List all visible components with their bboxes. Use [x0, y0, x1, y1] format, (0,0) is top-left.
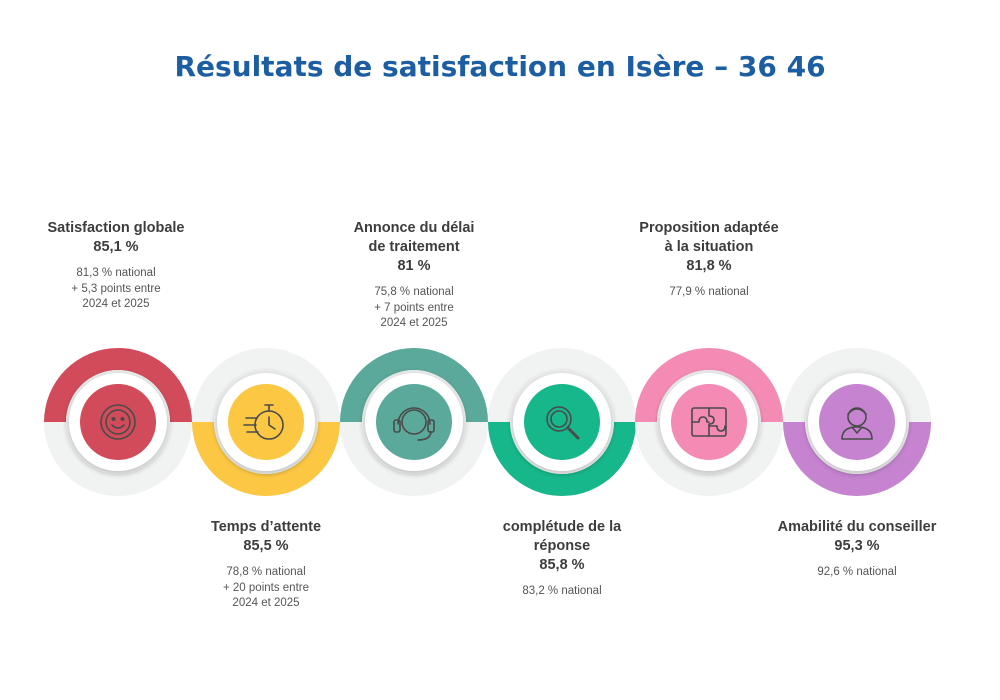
ring-half-headset — [340, 348, 488, 422]
headset-icon — [393, 407, 435, 441]
national-line: 2024 et 2025 — [380, 317, 448, 329]
metric-label: Proposition adaptée à la situation — [619, 219, 799, 257]
node-smiley — [66, 370, 170, 474]
metric-block-stopwatch: Temps d’attente 85,5 % 78,8 % national + 20… — [176, 518, 356, 612]
metric-block-puzzle: Proposition adaptée à la situation 81,8 % 7… — [619, 219, 799, 301]
metric-label: complétude de la réponse — [472, 518, 652, 556]
magnifier-icon — [546, 406, 580, 440]
national-line: + 20 points entre — [223, 581, 309, 594]
metric-block-headset: Annonce du délai de traitement 81 % 75,8 % … — [324, 219, 504, 332]
metric-label-line: Satisfaction globale — [47, 220, 185, 236]
national-line: + 5,3 points entre — [71, 282, 161, 295]
node-center — [228, 384, 304, 460]
national-line: 81,3 % national — [76, 267, 156, 279]
page-title: Résultats de satisfaction en Isère – 36 … — [174, 50, 826, 83]
ring-half-smiley — [44, 348, 192, 422]
ring-half-advisor — [783, 422, 931, 496]
metric-value: 85,8 % — [539, 557, 585, 573]
national-comparison: 81,3 % national + 5,3 points entre 2024 et… — [26, 266, 206, 313]
node-center — [819, 384, 895, 460]
national-line: 2024 et 2025 — [232, 597, 300, 609]
metric-label-line: Proposition adaptée — [639, 220, 779, 236]
national-line: 78,8 % national — [226, 566, 306, 578]
national-comparison: 77,9 % national — [619, 285, 799, 301]
node-center — [376, 384, 452, 460]
puzzle-icon — [691, 407, 727, 437]
metric-label-line: de traitement — [368, 239, 460, 255]
national-comparison: 92,6 % national — [767, 565, 947, 581]
metric-block-advisor: Amabilité du conseiller 95,3 % 92,6 % nati… — [767, 518, 947, 581]
stopwatch-icon — [243, 404, 284, 440]
metric-label-line: à la situation — [664, 239, 754, 255]
metric-label: Satisfaction globale — [26, 219, 206, 238]
metric-label-line: complétude de la — [502, 519, 622, 535]
national-comparison: 78,8 % national + 20 points entre 2024 et … — [176, 565, 356, 612]
ring-half-puzzle — [635, 348, 783, 422]
metric-label: Amabilité du conseiller — [767, 518, 947, 537]
metric-label-line: Amabilité du conseiller — [777, 519, 937, 535]
national-comparison: 83,2 % national — [472, 584, 652, 600]
metric-value: 81 % — [397, 258, 431, 274]
metric-block-smiley: Satisfaction globale 85,1 % 81,3 % nationa… — [26, 219, 206, 313]
metric-label-line: Annonce du délai — [353, 220, 475, 236]
node-center — [80, 384, 156, 460]
national-line: 75,8 % national — [374, 286, 454, 298]
metric-block-magnifier: complétude de la réponse 85,8 % 83,2 % nati… — [472, 518, 652, 600]
metric-value: 95,3 % — [834, 538, 880, 554]
metric-label-line: réponse — [533, 538, 591, 554]
node-magnifier — [510, 370, 614, 474]
metric-value: 85,5 % — [243, 538, 289, 554]
national-line: 77,9 % national — [669, 286, 749, 298]
metric-value: 85,1 % — [93, 239, 139, 255]
national-line: 83,2 % national — [522, 585, 602, 597]
national-line: 92,6 % national — [817, 566, 897, 578]
metric-label-line: Temps d’attente — [210, 519, 322, 535]
ring-half-stopwatch — [192, 422, 340, 496]
advisor-icon — [841, 407, 873, 440]
national-comparison: 75,8 % national + 7 points entre 2024 et 2… — [324, 285, 504, 332]
national-line: 2024 et 2025 — [82, 298, 150, 310]
metric-label: Temps d’attente — [176, 518, 356, 537]
node-center — [524, 384, 600, 460]
ring-half-magnifier — [488, 422, 636, 496]
node-stopwatch — [214, 370, 318, 474]
smiley-icon — [100, 404, 136, 440]
node-headset — [362, 370, 466, 474]
node-puzzle — [657, 370, 761, 474]
metric-label: Annonce du délai de traitement — [324, 219, 504, 257]
node-advisor — [805, 370, 909, 474]
metric-value: 81,8 % — [686, 258, 732, 274]
national-line: + 7 points entre — [374, 301, 454, 314]
